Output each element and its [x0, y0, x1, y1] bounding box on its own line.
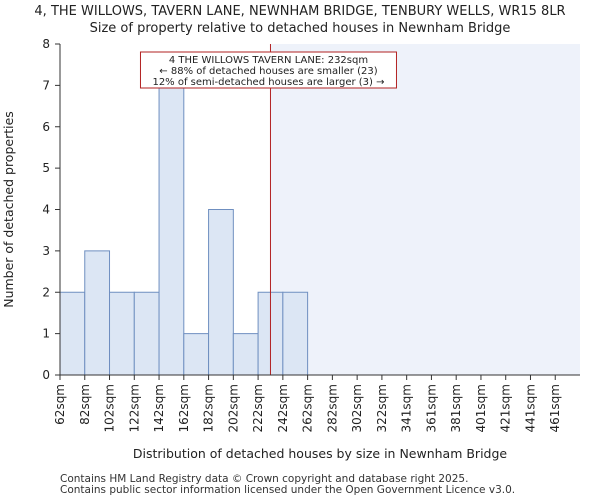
bar [84, 250, 111, 376]
y-tick-label: 7 [42, 78, 50, 92]
annotation-box [139, 51, 397, 89]
x-tick-label: 82sqm [78, 384, 92, 425]
bar [109, 291, 135, 376]
y-tick-label: 4 [42, 203, 50, 217]
x-tick-label: 401sqm [474, 384, 488, 432]
x-tick-label: 102sqm [103, 384, 117, 432]
annotation-line: 4 THE WILLOWS TAVERN LANE: 232sqm [169, 55, 368, 66]
x-tick-label: 322sqm [375, 384, 389, 432]
highlight-region [270, 44, 580, 375]
x-tick-label: 262sqm [301, 384, 315, 432]
bar [183, 333, 210, 376]
x-tick-label: 381sqm [449, 384, 463, 432]
bar [59, 291, 86, 376]
footer-copyright: Contains HM Land Registry data © Crown c… [60, 473, 469, 485]
chart-title: 4, THE WILLOWS, TAVERN LANE, NEWNHAM BRI… [34, 4, 566, 19]
x-tick-label: 222sqm [251, 384, 265, 432]
x-tick-label: 421sqm [499, 384, 513, 432]
x-tick-label: 461sqm [548, 384, 562, 432]
annotation-line: ← 88% of detached houses are smaller (23… [159, 66, 377, 77]
x-tick-label: 302sqm [350, 384, 364, 432]
y-tick-label: 2 [42, 285, 50, 299]
y-tick-label: 3 [42, 244, 50, 258]
x-tick-label: 361sqm [424, 384, 438, 432]
bar [158, 84, 185, 376]
x-tick-label: 441sqm [523, 384, 537, 432]
y-tick-label: 6 [42, 120, 50, 134]
x-tick-label: 182sqm [202, 384, 216, 432]
y-tick-label: 5 [42, 161, 50, 175]
y-tick-label: 1 [42, 327, 50, 341]
x-tick-label: 122sqm [127, 384, 141, 432]
annotation-line: 12% of semi-detached houses are larger (… [152, 77, 384, 88]
x-tick-label: 242sqm [276, 384, 290, 432]
x-tick-label: 162sqm [177, 384, 191, 432]
x-tick-label: 341sqm [400, 384, 414, 432]
footer-licence: Contains public sector information licen… [60, 484, 516, 496]
x-tick-label: 142sqm [152, 384, 166, 432]
y-axis-label: Number of detached properties [1, 111, 16, 308]
x-axis-label: Distribution of detached houses by size … [133, 446, 508, 461]
x-tick-label: 282sqm [325, 384, 339, 432]
x-tick-label: 202sqm [226, 384, 240, 432]
x-tick-label: 62sqm [53, 384, 67, 425]
bar [208, 209, 234, 376]
y-tick-label: 8 [42, 37, 50, 51]
chart-subtitle: Size of property relative to detached ho… [89, 21, 511, 36]
y-tick-label: 0 [42, 368, 50, 382]
bar [282, 291, 309, 376]
bar [232, 333, 259, 376]
bar [133, 291, 160, 376]
